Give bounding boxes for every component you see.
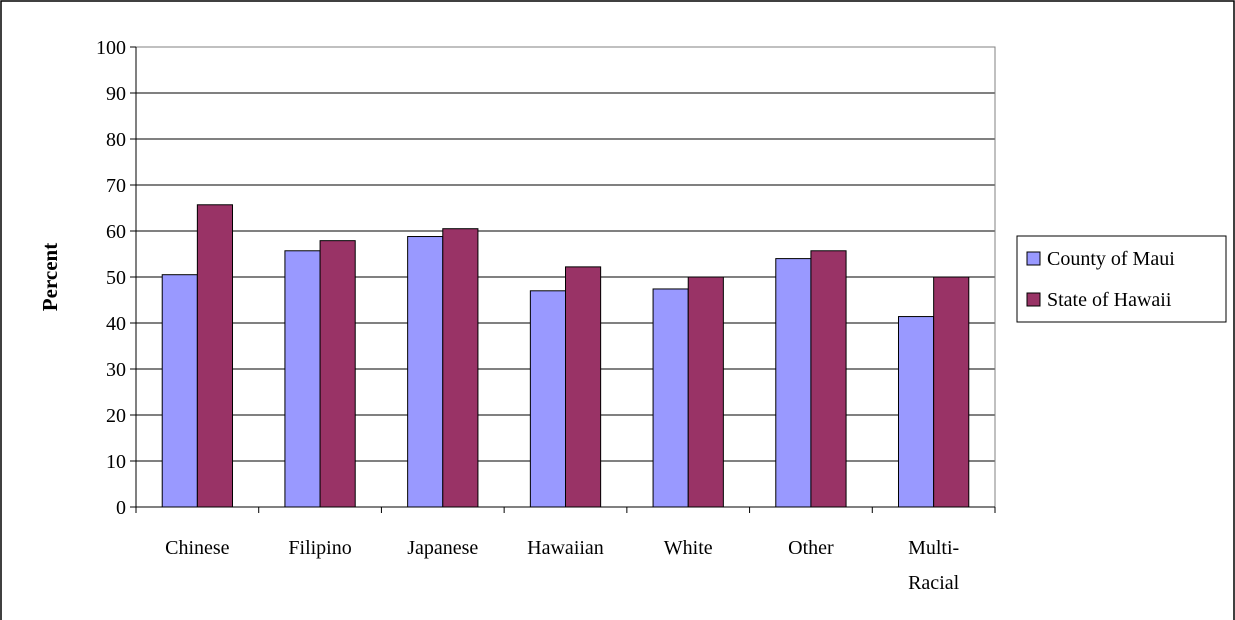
x-tick-label-line: Multi- — [908, 537, 959, 559]
y-tick-label: 50 — [106, 267, 126, 289]
x-tick-label: Japanese — [407, 537, 478, 559]
y-tick-label: 70 — [106, 175, 126, 197]
y-axis-title: Percent — [38, 243, 62, 311]
bar-state-of-hawaii-filipino — [319, 240, 356, 508]
x-tick-label-line: Other — [788, 537, 834, 559]
bar-county-of-maui-filipino — [284, 250, 321, 508]
bars — [161, 204, 970, 508]
bar-state-of-hawaii-other — [810, 250, 847, 508]
legend-swatch-county-of-maui — [1026, 251, 1041, 266]
legend-label-state-of-hawaii: State of Hawaii — [1047, 289, 1172, 311]
bar-state-of-hawaii-white — [687, 276, 724, 508]
y-tick-label: 80 — [106, 129, 126, 151]
y-tick-label: 90 — [106, 83, 126, 105]
y-tick-label: 0 — [116, 497, 126, 519]
legend: County of Maui State of Hawaii — [1016, 235, 1227, 323]
x-tick-label: Filipino — [288, 537, 351, 559]
y-tick-label: 60 — [106, 221, 126, 243]
axes — [130, 46, 996, 513]
bar-county-of-maui-white — [652, 288, 689, 508]
x-tick-label: Chinese — [165, 537, 230, 559]
y-tick-labels: 0 10 20 30 40 50 60 70 80 90 100 — [96, 37, 126, 519]
bar-county-of-maui-hawaiian — [529, 290, 566, 508]
bar-county-of-maui-multi-racial — [897, 316, 935, 508]
bar-state-of-hawaii-japanese — [442, 228, 479, 508]
bar-county-of-maui-chinese — [161, 274, 198, 508]
bar-state-of-hawaii-multi-racial — [933, 276, 970, 508]
x-tick-label: White — [664, 537, 713, 559]
y-tick-label: 10 — [106, 451, 126, 473]
bar-state-of-hawaii-hawaiian — [565, 266, 602, 508]
x-tick-label-line: White — [664, 537, 713, 559]
y-tick-label: 20 — [106, 405, 126, 427]
legend-label-county-of-maui: County of Maui — [1047, 248, 1175, 270]
x-tick-label: Multi- Racial — [908, 537, 960, 594]
bar-state-of-hawaii-chinese — [196, 204, 234, 508]
x-tick-label-line: Racial — [908, 572, 960, 594]
x-tick-label-line: Japanese — [407, 537, 478, 559]
x-tick-label: Hawaiian — [527, 537, 604, 559]
x-tick-label-line: Chinese — [165, 537, 230, 559]
y-tick-label: 30 — [106, 359, 126, 381]
x-tick-label: Other — [788, 537, 834, 559]
bar-county-of-maui-japanese — [407, 236, 444, 508]
x-tick-labels: Chinese Filipino Japanese Hawaiian White Othe… — [165, 537, 959, 594]
y-tick-label: 40 — [106, 313, 126, 335]
bar-county-of-maui-other — [775, 258, 812, 508]
legend-swatch-state-of-hawaii — [1026, 292, 1041, 307]
x-tick-label-line: Filipino — [288, 537, 351, 559]
legend-box — [1016, 235, 1227, 323]
x-tick-label-line: Hawaiian — [527, 537, 604, 559]
y-tick-label: 100 — [96, 37, 126, 59]
